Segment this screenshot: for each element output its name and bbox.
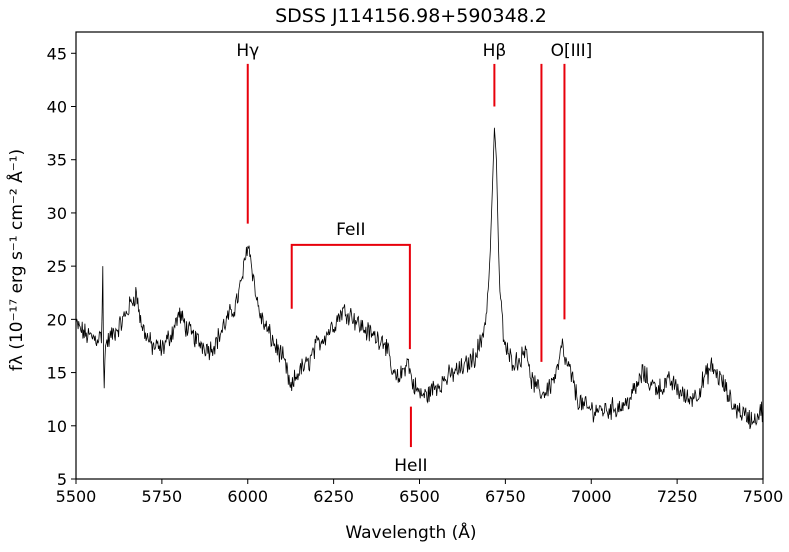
spectrum-line xyxy=(75,127,764,430)
emission-line-label: Hγ xyxy=(236,41,259,61)
feii-label: FeII xyxy=(336,220,365,240)
x-tick-label: 6000 xyxy=(227,487,268,506)
x-tick-label: 7500 xyxy=(743,487,784,506)
x-axis-label: Wavelength (Å) xyxy=(345,521,476,543)
chart-title: SDSS J114156.98+590348.2 xyxy=(275,5,547,27)
x-tick-label: 6750 xyxy=(485,487,526,506)
plot-area: Hγ Hβ O[III] HeII FeII 5500 5750 6000 6250 6500 67… xyxy=(47,31,784,506)
y-tick-label: 30 xyxy=(47,204,67,223)
y-tick-label: 35 xyxy=(47,151,67,170)
y-tick-label: 20 xyxy=(47,310,67,329)
x-tick-label: 7250 xyxy=(657,487,698,506)
x-tick-label: 5500 xyxy=(56,487,97,506)
x-tick-label: 6500 xyxy=(399,487,440,506)
x-tick-label: 6250 xyxy=(313,487,354,506)
feii-bracket xyxy=(290,243,411,350)
y-tick-label: 40 xyxy=(47,98,67,117)
y-tick-label: 5 xyxy=(57,470,67,489)
y-tick-label: 15 xyxy=(47,364,67,383)
y-tick-label: 45 xyxy=(47,44,67,63)
y-axis-label: fλ (10⁻¹⁷ erg s⁻¹ cm⁻² Å⁻¹) xyxy=(5,149,27,371)
x-tick-label: 5750 xyxy=(142,487,183,506)
y-tick-label: 25 xyxy=(47,257,67,276)
axes-frame xyxy=(75,31,764,480)
emission-line-label: O[III] xyxy=(551,41,593,61)
x-tick-label: 7000 xyxy=(571,487,612,506)
emission-line-label: Hβ xyxy=(483,41,507,61)
y-tick-label: 10 xyxy=(47,417,67,436)
emission-line-label: HeII xyxy=(394,456,427,476)
